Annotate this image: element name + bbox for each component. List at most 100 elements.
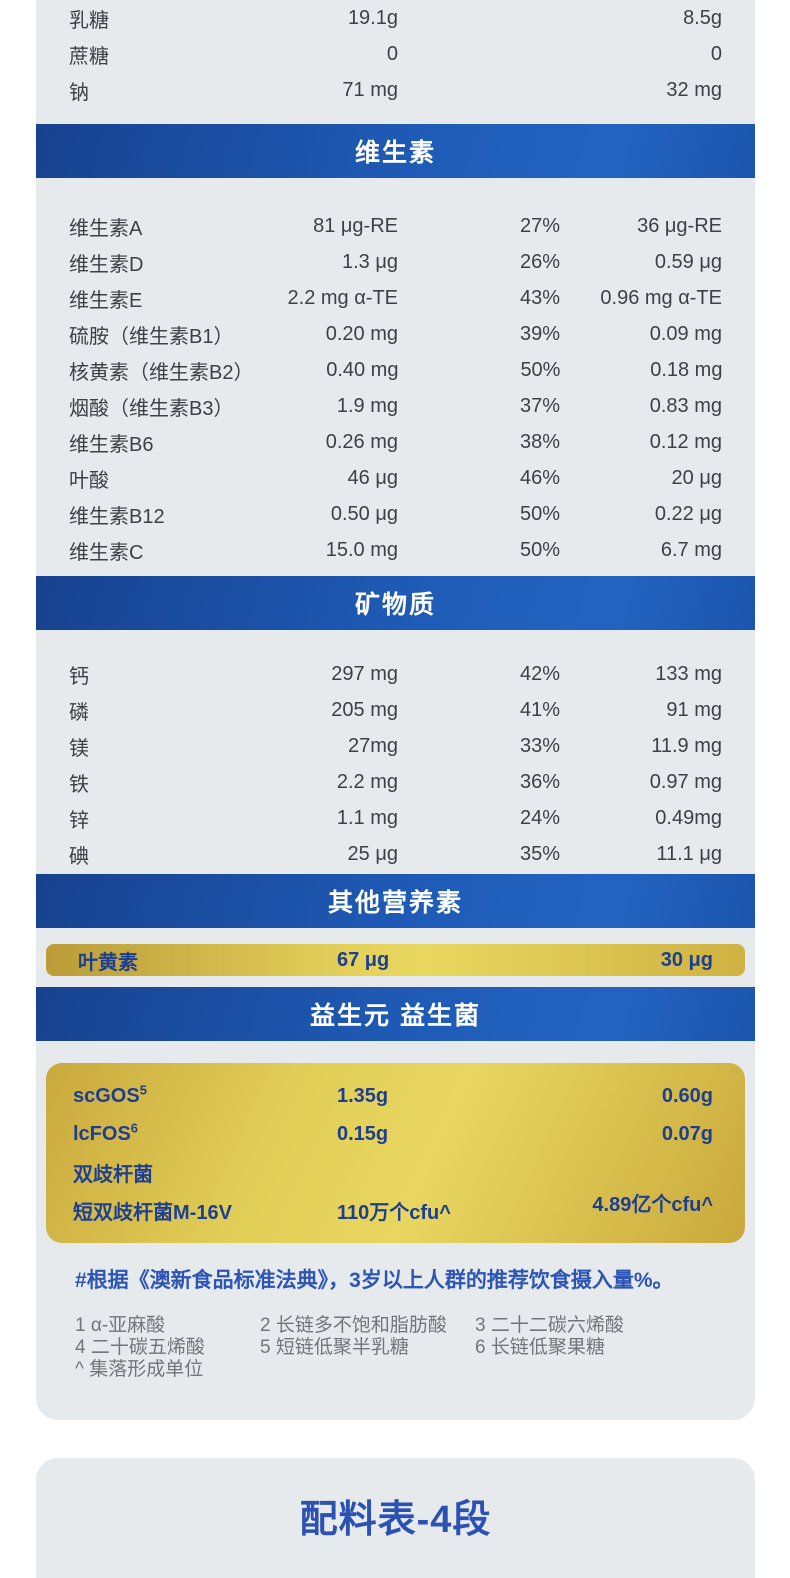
table-row: 短双歧杆菌M-16V 110万个cfu^ 4.89亿个cfu^ — [73, 1191, 713, 1229]
table-row: 维生素E 2.2 mg α-TE 43% 0.96 mg α-TE — [36, 280, 755, 316]
value-per-serving: 81 μg-RE — [313, 214, 398, 237]
table-row: 维生素B12 0.50 μg 50% 0.22 μg — [36, 496, 755, 532]
value-per-serving: 0 — [386, 42, 398, 65]
footnote-item: 5 短链低聚半乳糖 — [260, 1337, 409, 1358]
table-row: 碘 25 μg 35% 11.1 μg — [36, 836, 755, 872]
value-per-serving: 27mg — [347, 734, 398, 757]
section-title: 矿物质 — [354, 591, 436, 619]
table-row: 钙 297 mg 42% 133 mg — [36, 656, 755, 692]
nutrient-name: 镁 — [69, 737, 89, 760]
nutrient-name: 乳糖 — [69, 9, 109, 32]
value-per-100: 0 — [710, 42, 722, 65]
section-title: 益生元 益生菌 — [310, 1002, 481, 1030]
nutrient-name: 双歧杆菌 — [73, 1163, 153, 1186]
value-per-serving: 297 mg — [331, 662, 398, 685]
probiotics-panel: scGOS5 1.35g 0.60g lcFOS6 0.15g 0.07g 双歧… — [46, 1063, 745, 1243]
daily-intake-percent: 24% — [519, 806, 560, 829]
daily-intake-percent: 26% — [519, 250, 560, 273]
daily-intake-percent: 46% — [519, 466, 560, 489]
nutrient-name: 核黄素（维生素B2） — [69, 361, 254, 384]
value-per-100: 0.09 mg — [649, 322, 722, 345]
ingredients-card: 配料表-4段 — [36, 1458, 755, 1578]
value-per-serving: 1.9 mg — [336, 394, 398, 417]
value-per-100: 36 μg-RE — [637, 214, 722, 237]
value-per-100: 0.59 μg — [654, 250, 722, 273]
value-per-serving: 46 μg — [347, 466, 398, 489]
value-per-100: 20 μg — [671, 466, 722, 489]
value-per-100: 0.83 mg — [649, 394, 722, 417]
nutrient-name: 碘 — [69, 845, 89, 868]
nutrient-name: 磷 — [69, 701, 89, 724]
daily-intake-percent: 42% — [519, 662, 560, 685]
value-per-serving: 1.3 μg — [341, 250, 398, 273]
value-per-100: 6.7 mg — [660, 538, 722, 561]
value-per-serving: 110万个cfu^ — [337, 1201, 451, 1224]
value-per-100: 0.07g — [661, 1122, 713, 1145]
value-per-serving: 15.0 mg — [325, 538, 398, 561]
table-row: 硫胺（维生素B1） 0.20 mg 39% 0.09 mg — [36, 316, 755, 352]
table-row: 钠 71 mg 32 mg — [36, 72, 755, 108]
value-per-serving: 0.15g — [337, 1122, 389, 1145]
daily-intake-percent: 37% — [519, 394, 560, 417]
table-row: 维生素A 81 μg-RE 27% 36 μg-RE — [36, 208, 755, 244]
daily-intake-percent: 43% — [519, 286, 560, 309]
footnote-ref: 6 — [130, 1119, 139, 1135]
value-per-serving: 0.40 mg — [326, 358, 399, 381]
daily-intake-percent: 27% — [519, 214, 560, 237]
daily-intake-percent: 50% — [519, 502, 560, 525]
nutrient-name: 维生素A — [69, 217, 143, 240]
value-per-100: 0.60g — [661, 1084, 713, 1107]
nutrient-name: 钙 — [69, 665, 89, 688]
table-row: 铁 2.2 mg 36% 0.97 mg — [36, 764, 755, 800]
table-row: 维生素B6 0.26 mg 38% 0.12 mg — [36, 424, 755, 460]
value-per-100: 0.49mg — [655, 806, 722, 829]
value-per-serving: 1.1 mg — [336, 806, 398, 829]
nutrient-name: 维生素E — [69, 289, 143, 312]
value-per-100: 4.89亿个cfu^ — [592, 1193, 713, 1216]
nutrition-facts-card: 乳糖 19.1g 8.5g 蔗糖 0 0 钠 71 mg 32 mg 维生素 维… — [36, 0, 755, 1420]
value-per-100: 8.5g — [683, 6, 722, 29]
nutrient-name: 维生素B12 — [69, 505, 165, 528]
value-per-serving: 2.2 mg α-TE — [287, 286, 398, 309]
table-row: 维生素D 1.3 μg 26% 0.59 μg — [36, 244, 755, 280]
table-row: lcFOS6 0.15g 0.07g — [73, 1115, 713, 1153]
table-row: 叶酸 46 μg 46% 20 μg — [36, 460, 755, 496]
value-per-100: 133 mg — [655, 662, 722, 685]
footnote-list: 1 α-亚麻酸 2 长链多不饱和脂肪酸 3 二十二碳六烯酸 4 二十碳五烯酸 5… — [36, 1315, 755, 1381]
table-row: 镁 27mg 33% 11.9 mg — [36, 728, 755, 764]
section-title: 维生素 — [354, 139, 436, 167]
value-per-serving: 0.20 mg — [325, 322, 398, 345]
table-row: 烟酸（维生素B3） 1.9 mg 37% 0.83 mg — [36, 388, 755, 424]
daily-intake-percent: 50% — [519, 538, 560, 561]
daily-intake-percent: 38% — [519, 430, 560, 453]
macro-rows: 乳糖 19.1g 8.5g 蔗糖 0 0 钠 71 mg 32 mg — [36, 0, 755, 108]
table-row: 锌 1.1 mg 24% 0.49mg — [36, 800, 755, 836]
nutrient-name: 铁 — [69, 773, 89, 796]
table-row: 双歧杆菌 — [73, 1153, 713, 1191]
value-per-100: 11.9 mg — [651, 734, 722, 757]
section-title: 其他营养素 — [327, 889, 463, 917]
value-per-100: 32 mg — [666, 78, 722, 101]
value-per-100: 0.96 mg α-TE — [600, 286, 722, 309]
section-header-probiotics: 益生元 益生菌 — [36, 987, 755, 1041]
value-per-serving: 19.1g — [347, 6, 398, 29]
nutrient-name: 锌 — [69, 809, 89, 832]
value-per-100: 91 mg — [666, 698, 722, 721]
vitamins-rows: 维生素A 81 μg-RE 27% 36 μg-RE 维生素D 1.3 μg 2… — [36, 208, 755, 568]
table-row: 蔗糖 0 0 — [36, 36, 755, 72]
value-per-serving: 67 μg — [337, 948, 390, 971]
daily-intake-percent: 41% — [519, 698, 560, 721]
value-per-100: 0.18 mg — [650, 358, 723, 381]
value-per-100: 0.12 mg — [649, 430, 722, 453]
section-header-other-nutrients: 其他营养素 — [36, 874, 755, 928]
table-row: 维生素C 15.0 mg 50% 6.7 mg — [36, 532, 755, 568]
nutrient-name: 维生素B6 — [69, 433, 154, 456]
nutrient-name: 叶黄素 — [78, 951, 138, 974]
nutrient-name: 钠 — [69, 81, 89, 104]
value-per-serving: 0.50 μg — [330, 502, 398, 525]
table-row: scGOS5 1.35g 0.60g — [73, 1077, 713, 1115]
table-row: 核黄素（维生素B2） 0.40 mg 50% 0.18 mg — [36, 352, 755, 388]
nutrient-name: scGOS5 — [73, 1081, 147, 1107]
value-per-serving: 2.2 mg — [336, 770, 398, 793]
footnote-ref: 5 — [139, 1081, 147, 1097]
